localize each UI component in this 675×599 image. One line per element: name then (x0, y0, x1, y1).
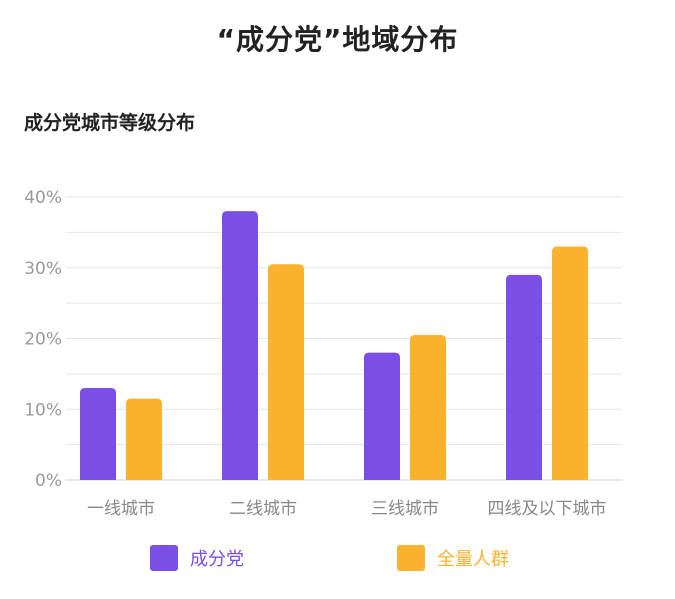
legend-item-1: 全量人群 (397, 545, 509, 571)
bar-series-0 (80, 388, 116, 480)
y-tick-label: 20% (24, 330, 62, 350)
y-tick-label: 0% (35, 471, 62, 491)
x-category-label: 二线城市 (229, 499, 297, 519)
bar-chart: 0% 10% 20% 30% 40% 一线城市 二线城市 三线城市 四线及以下城市 (24, 188, 622, 519)
bar-series-1 (126, 398, 162, 480)
x-category-label: 三线城市 (371, 499, 439, 519)
legend-swatch-0 (150, 545, 178, 571)
bar-series-1 (410, 334, 446, 480)
legend-item-0: 成分党 (150, 545, 244, 571)
bar-series-0 (364, 352, 400, 480)
y-tick-label: 30% (24, 259, 62, 279)
x-category-label: 四线及以下城市 (488, 499, 607, 519)
chart-subtitle: 成分党城市等级分布 (24, 112, 196, 134)
bar-series-0 (506, 274, 542, 480)
legend-swatch-1 (397, 545, 425, 571)
legend-label-1: 全量人群 (437, 549, 509, 570)
chart-title: “成分党”地域分布 (216, 23, 459, 56)
legend-label-0: 成分党 (190, 549, 244, 570)
bar-series-0 (222, 211, 258, 480)
y-tick-label: 40% (24, 188, 62, 208)
y-tick-label: 10% (24, 400, 62, 420)
x-category-label: 一线城市 (87, 499, 155, 519)
bar-series-1 (552, 246, 588, 480)
bar-series-1 (268, 264, 304, 480)
